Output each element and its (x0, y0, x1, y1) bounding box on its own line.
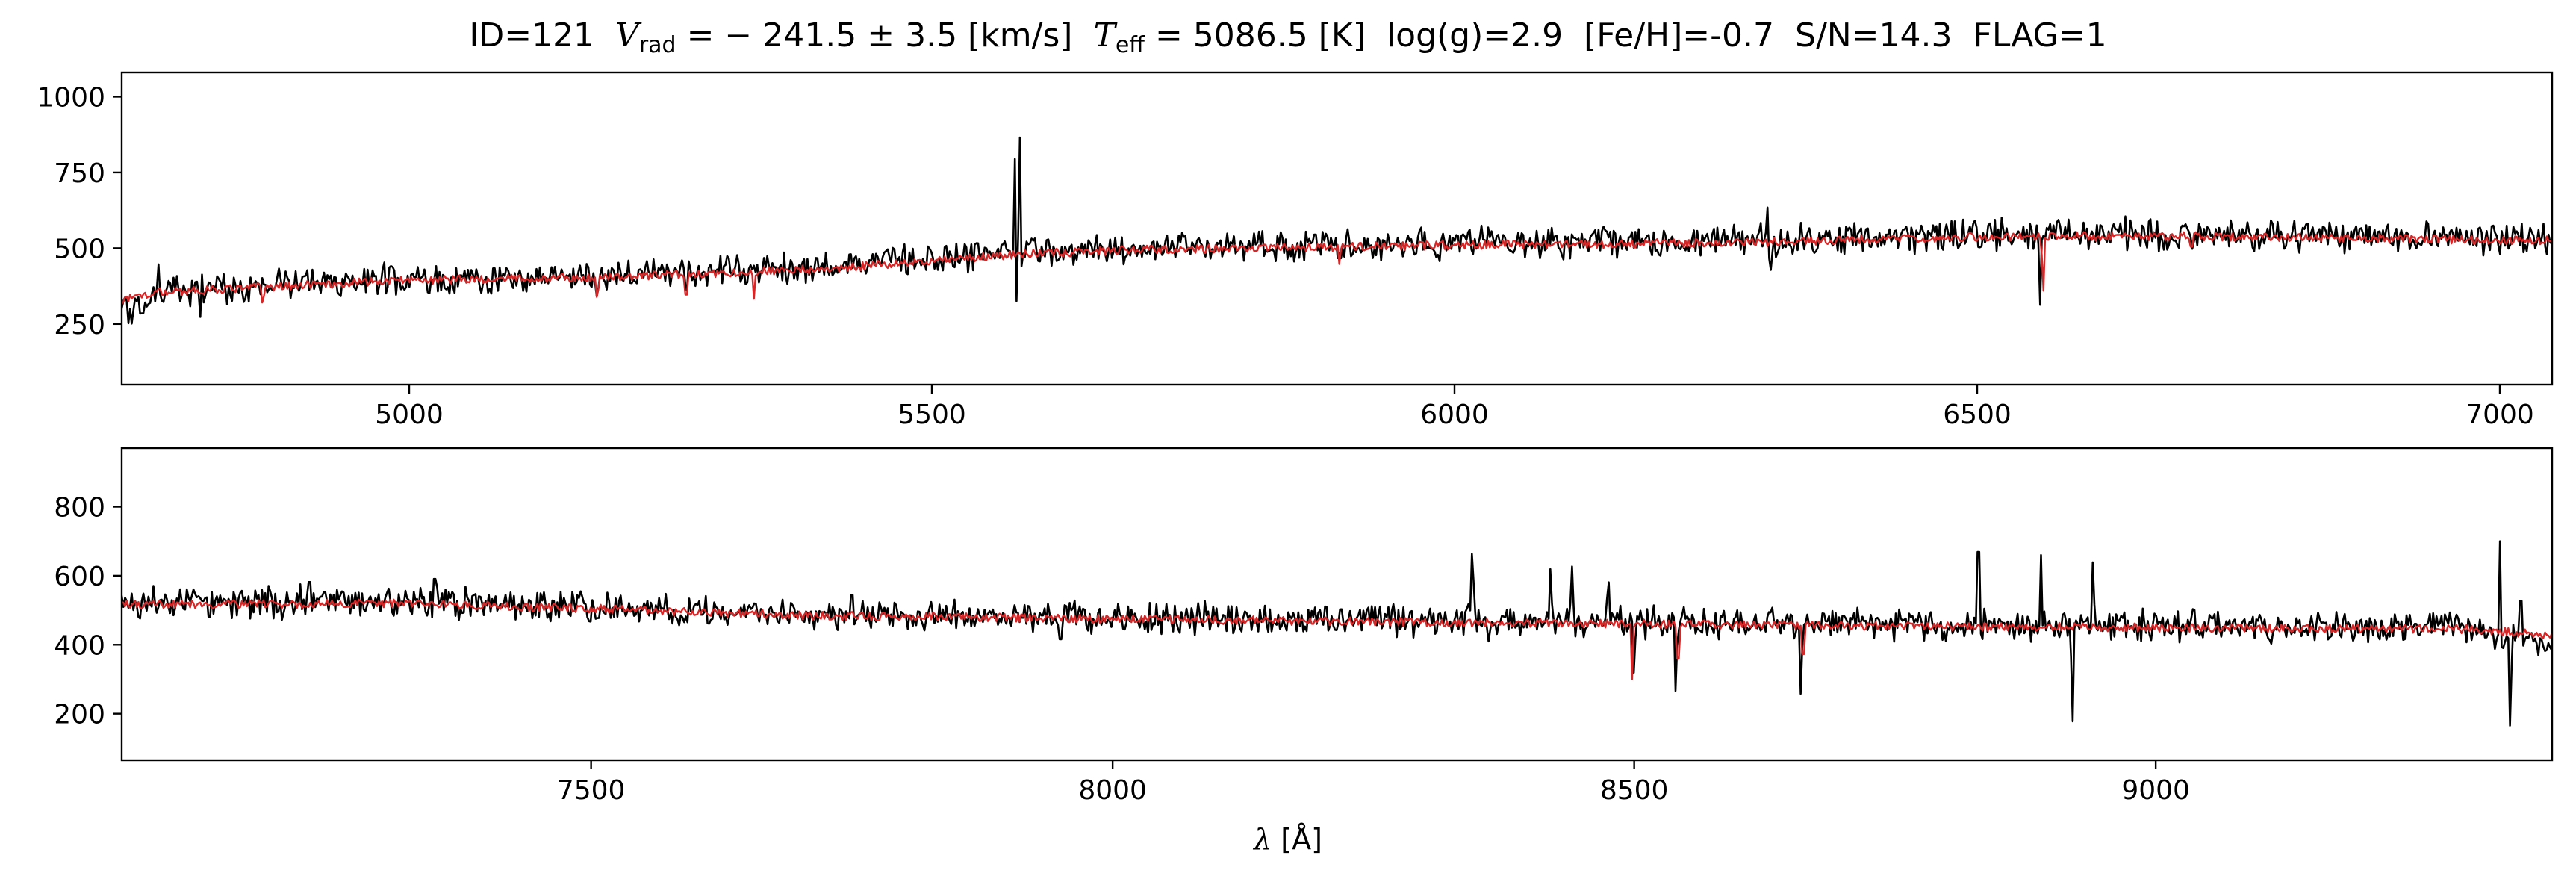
title-vrad-value: = − 241.5 ± 3.5 [km/s] (676, 16, 1073, 55)
title-teff-value: = 5086.5 [K] (1144, 16, 1366, 55)
observed-spectrum-line (122, 136, 2552, 325)
x-tick-label: 8000 (1078, 775, 1147, 806)
x-tick-label: 7000 (2465, 400, 2534, 430)
x-tick-label: 5000 (375, 400, 444, 430)
spectrum-panel-top: 5000 5500 6000 6500 7000 250 500 750 1000 (37, 71, 2554, 430)
x-axis-label: λ [Å] (0, 823, 2576, 856)
title-vrad-symbol: V (615, 16, 639, 55)
x-axis-label-unit: [Å] (1272, 823, 1322, 856)
chart-title: ID=121 Vrad = − 241.5 ± 3.5 [km/s] Teff … (0, 16, 2576, 58)
model-spectrum-line (122, 231, 2552, 305)
title-id: ID=121 (469, 16, 595, 55)
y-tick-label: 500 (54, 234, 105, 264)
x-tick-label: 5500 (897, 400, 966, 430)
title-logg: log(g)=2.9 (1386, 16, 1564, 55)
x-tick-label: 9000 (2121, 775, 2190, 806)
title-feh: [Fe/H]=-0.7 (1584, 16, 1775, 55)
title-teff-symbol: T (1093, 16, 1116, 55)
observed-spectrum-line (122, 540, 2552, 727)
x-axis-label-symbol: λ (1254, 823, 1272, 856)
spectrum-panel-bottom: 7500 8000 8500 9000 200 400 600 800 (54, 447, 2554, 806)
x-tick-label: 8500 (1600, 775, 1669, 806)
plot-frame (120, 71, 2554, 386)
title-sn: S/N=14.3 (1795, 16, 1953, 55)
title-flag: FLAG=1 (1973, 16, 2107, 55)
y-tick-label: 400 (54, 630, 105, 661)
y-tick-label: 800 (54, 493, 105, 524)
model-spectrum-line (122, 598, 2552, 680)
x-tick-label: 7500 (557, 775, 626, 806)
y-tick-label: 750 (54, 158, 105, 189)
x-tick-label: 6500 (1943, 400, 2012, 430)
y-tick-label: 200 (54, 700, 105, 730)
title-teff-sub: eff (1115, 32, 1145, 58)
y-tick-label: 250 (54, 310, 105, 341)
x-tick-label: 6000 (1420, 400, 1489, 430)
plot-frame (120, 447, 2554, 762)
y-tick-label: 1000 (37, 82, 105, 113)
title-vrad-sub: rad (638, 32, 676, 58)
y-tick-label: 600 (54, 562, 105, 592)
